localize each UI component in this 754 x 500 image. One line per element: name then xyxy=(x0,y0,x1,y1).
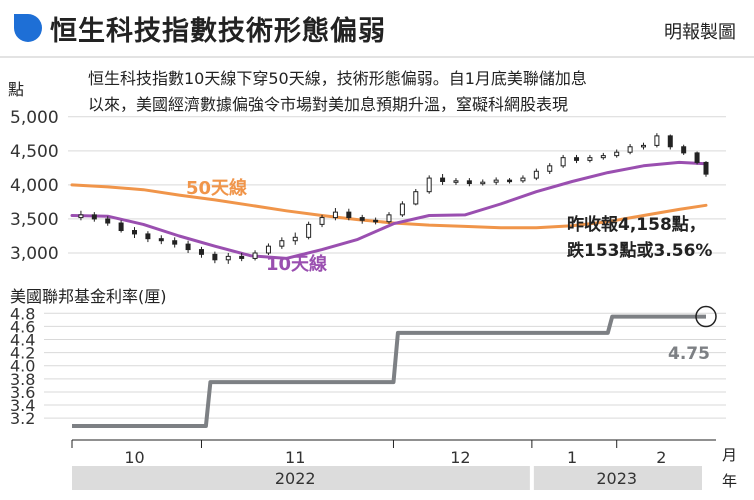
candle-body xyxy=(307,224,311,237)
candle-body xyxy=(467,181,471,184)
candle-body xyxy=(548,166,552,171)
candle-body xyxy=(226,256,230,259)
x-month-label: 12 xyxy=(450,448,470,467)
candle-body xyxy=(668,136,672,147)
candle-body xyxy=(454,181,458,183)
x-year-label: 2022 xyxy=(275,469,316,488)
candle-body xyxy=(441,178,445,181)
x-month-label: 10 xyxy=(124,448,144,467)
candle-body xyxy=(253,253,257,258)
x-month-label: 1 xyxy=(567,448,577,467)
upper-y-tick-label: 3,500 xyxy=(10,210,59,230)
candle-body xyxy=(293,237,297,240)
candle-body xyxy=(213,254,217,259)
rate-line xyxy=(72,317,706,426)
candle-body xyxy=(682,147,686,153)
upper-y-tick-label: 4,500 xyxy=(10,142,59,162)
rate-last-value-label: 4.75 xyxy=(668,344,710,364)
upper-y-tick-label: 3,000 xyxy=(10,244,59,264)
candle-body xyxy=(333,212,337,217)
candle-body xyxy=(534,171,538,178)
candle-body xyxy=(521,178,525,181)
lower-y-tick-label: 3.2 xyxy=(10,409,35,428)
close-annotation-line-2: 跌153點或3.56% xyxy=(567,236,712,261)
candle-body xyxy=(186,244,190,249)
candle-body xyxy=(588,158,592,161)
candle-body xyxy=(360,218,364,221)
candle-body xyxy=(695,153,699,163)
ma10-label: 10天線 xyxy=(266,250,327,276)
candle-body xyxy=(601,156,605,158)
lower-chart-grid xyxy=(44,313,726,418)
candle-body xyxy=(628,147,632,152)
candle-body xyxy=(414,192,418,204)
candle-body xyxy=(199,250,203,255)
candle-body xyxy=(79,215,83,218)
candle-body xyxy=(159,239,163,241)
candle-body xyxy=(655,136,659,146)
candle-body xyxy=(387,215,391,222)
candle-body xyxy=(133,231,137,234)
candle-body xyxy=(494,180,498,182)
x-year-label: 2023 xyxy=(596,469,637,488)
candle-body xyxy=(615,152,619,155)
candle-body xyxy=(400,204,404,215)
candle-body xyxy=(173,241,177,244)
candle-body xyxy=(106,219,110,223)
candle-body xyxy=(704,162,708,174)
candle-body xyxy=(481,182,485,184)
candle-body xyxy=(146,234,150,239)
candle-body xyxy=(92,215,96,219)
candle-body xyxy=(561,158,565,166)
lower-chart-series xyxy=(72,307,716,426)
candle-body xyxy=(320,218,324,225)
candle-body xyxy=(641,145,645,147)
close-annotation-line-1: 昨收報4,158點， xyxy=(567,210,706,235)
x-month-label: 2 xyxy=(656,448,666,467)
lower-chart-y-ticks: 4.84.64.44.24.03.83.63.43.2 xyxy=(10,304,35,428)
x-month-label: 11 xyxy=(285,448,305,467)
candle-body xyxy=(427,178,431,192)
upper-y-tick-label: 4,000 xyxy=(10,176,59,196)
upper-y-tick-label: 5,000 xyxy=(10,108,59,128)
upper-chart-y-ticks: 5,000 4,500 4,000 3,500 3,000 xyxy=(10,108,59,264)
candle-body xyxy=(347,212,351,217)
ma50-label: 50天線 xyxy=(186,174,247,200)
candle-body xyxy=(280,241,284,246)
candle-body xyxy=(575,158,579,161)
candle-body xyxy=(240,256,244,258)
candle-body xyxy=(508,180,512,182)
candle-body xyxy=(119,223,123,230)
candle-body xyxy=(374,220,378,222)
